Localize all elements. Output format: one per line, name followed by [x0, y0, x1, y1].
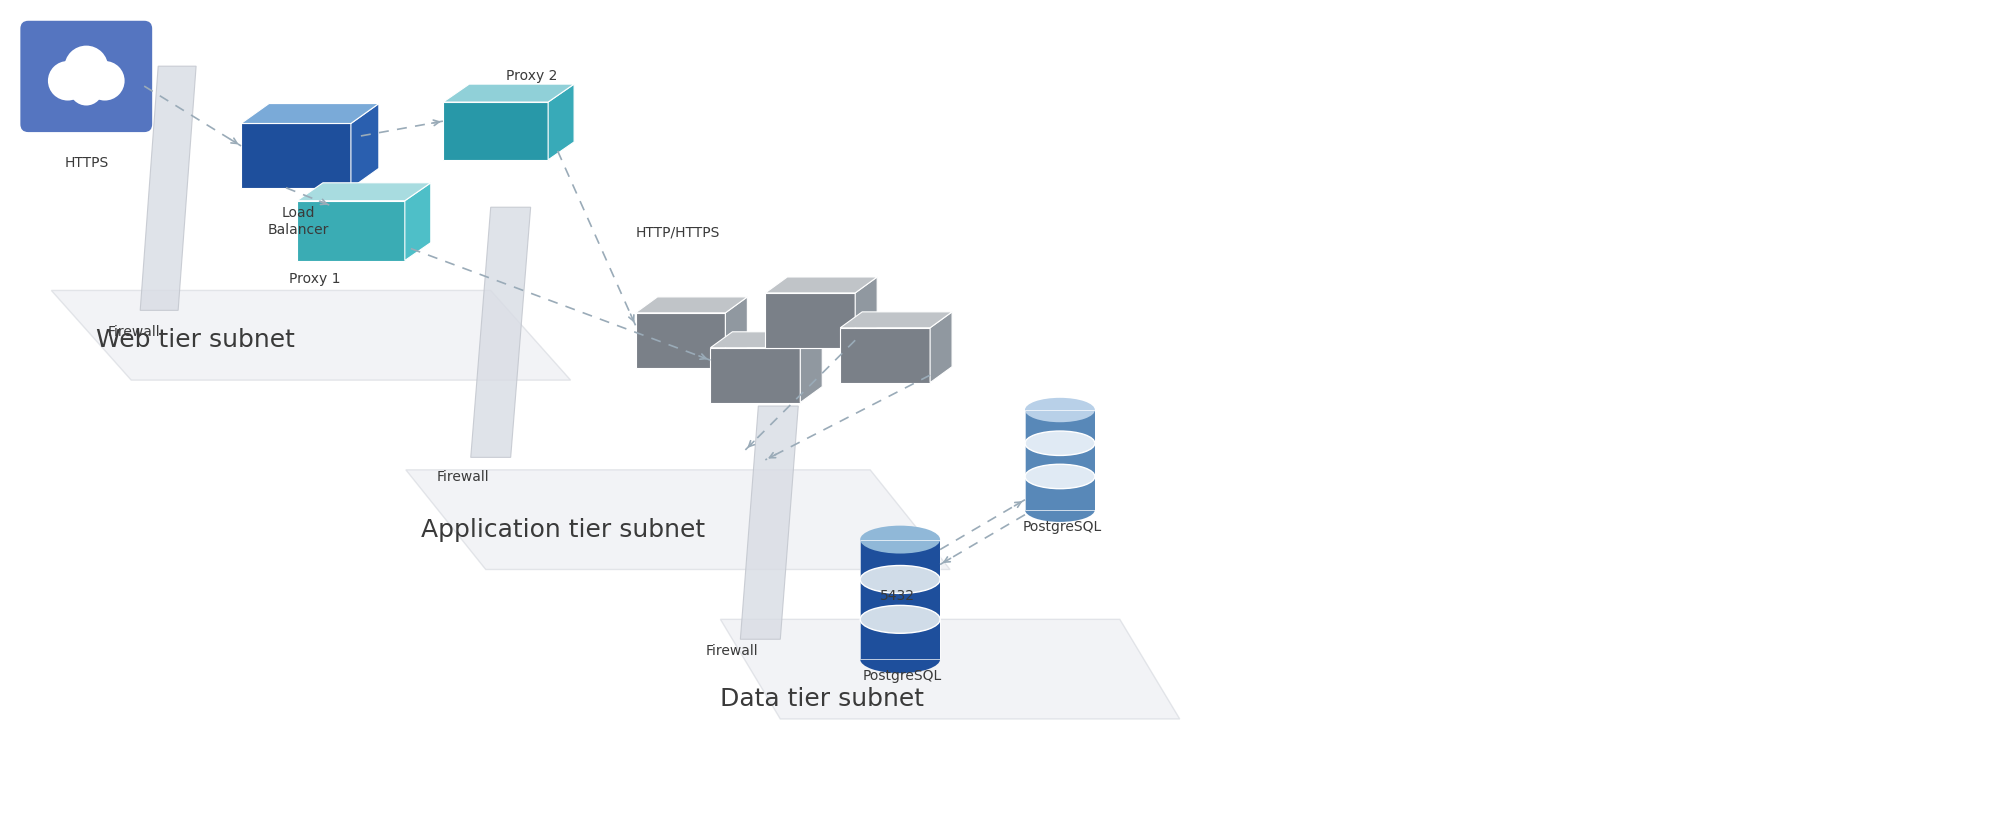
Ellipse shape — [859, 645, 939, 673]
Polygon shape — [709, 348, 799, 403]
Polygon shape — [765, 277, 877, 293]
Circle shape — [48, 61, 88, 100]
Bar — [859, 539, 939, 660]
Text: HTTPS: HTTPS — [64, 155, 108, 170]
Polygon shape — [739, 406, 797, 640]
Bar — [1025, 410, 1095, 510]
Polygon shape — [765, 293, 855, 348]
FancyBboxPatch shape — [20, 21, 152, 132]
Text: PostgreSQL: PostgreSQL — [1021, 520, 1101, 533]
Polygon shape — [547, 84, 573, 160]
Ellipse shape — [1025, 431, 1095, 456]
Polygon shape — [298, 183, 432, 201]
Ellipse shape — [859, 565, 939, 594]
Polygon shape — [839, 312, 951, 328]
Polygon shape — [242, 104, 380, 124]
Polygon shape — [709, 332, 821, 348]
Polygon shape — [719, 619, 1179, 719]
Polygon shape — [444, 102, 547, 160]
Polygon shape — [352, 104, 380, 188]
Text: Application tier subnet: Application tier subnet — [422, 517, 705, 542]
Polygon shape — [298, 201, 406, 261]
Polygon shape — [855, 277, 877, 348]
Polygon shape — [52, 290, 569, 380]
Polygon shape — [635, 313, 725, 368]
Text: Proxy 2: Proxy 2 — [505, 69, 557, 83]
Polygon shape — [799, 332, 821, 403]
Ellipse shape — [859, 526, 939, 553]
Text: Load
Balancer: Load Balancer — [268, 206, 328, 237]
Polygon shape — [839, 328, 929, 383]
Polygon shape — [242, 124, 352, 188]
Polygon shape — [470, 207, 529, 457]
Ellipse shape — [1025, 497, 1095, 522]
Polygon shape — [929, 312, 951, 383]
Polygon shape — [406, 183, 432, 261]
Text: Firewall: Firewall — [436, 470, 490, 484]
Text: Data tier subnet: Data tier subnet — [719, 687, 923, 711]
Text: HTTP/HTTPS: HTTP/HTTPS — [635, 226, 719, 240]
Text: Web tier subnet: Web tier subnet — [96, 329, 296, 352]
Polygon shape — [406, 470, 949, 569]
Text: Firewall: Firewall — [108, 325, 160, 339]
Text: 5432: 5432 — [879, 589, 915, 604]
Bar — [859, 539, 939, 660]
Circle shape — [64, 46, 108, 89]
Ellipse shape — [1025, 464, 1095, 489]
Ellipse shape — [859, 605, 939, 634]
Bar — [1025, 410, 1095, 510]
Circle shape — [70, 72, 104, 105]
Polygon shape — [635, 297, 747, 313]
Text: PostgreSQL: PostgreSQL — [861, 669, 941, 683]
Polygon shape — [444, 84, 573, 102]
Ellipse shape — [1025, 398, 1095, 422]
Circle shape — [86, 61, 124, 100]
Text: Proxy 1: Proxy 1 — [290, 273, 340, 287]
Text: Firewall: Firewall — [705, 645, 759, 658]
Polygon shape — [140, 66, 196, 310]
Polygon shape — [725, 297, 747, 368]
